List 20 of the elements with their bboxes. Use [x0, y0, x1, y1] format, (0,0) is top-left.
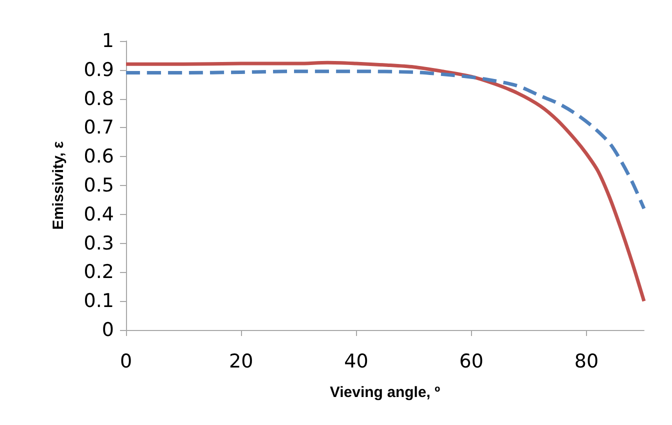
y-tick-label: 0.2	[84, 261, 114, 284]
y-tick-label: 0	[102, 319, 114, 341]
line-series	[124, 70, 646, 210]
x-tick-label: 80	[574, 350, 599, 372]
line-series	[124, 60, 646, 303]
y-tick-label: 0.9	[84, 58, 114, 81]
y-tick-label: 0.8	[84, 88, 114, 110]
y-tick-label: 0.6	[84, 146, 114, 168]
x-axis-title: Vieving angle, º	[330, 384, 441, 401]
y-tick-label: 0.4	[84, 203, 114, 226]
x-tick-label: 0	[120, 350, 132, 372]
y-tick-label: 0.1	[84, 290, 114, 312]
x-tick-label: 60	[459, 350, 484, 372]
x-tick-label: 40	[344, 350, 368, 372]
x-tick-label: 20	[229, 350, 254, 372]
y-axis-title: Emissivity, ε	[50, 141, 67, 230]
y-tick-label: 0.7	[84, 116, 114, 139]
y-tick-label: 0.3	[84, 232, 114, 254]
y-tick-label: 0.5	[84, 174, 114, 196]
y-tick-label: 1	[102, 30, 114, 52]
